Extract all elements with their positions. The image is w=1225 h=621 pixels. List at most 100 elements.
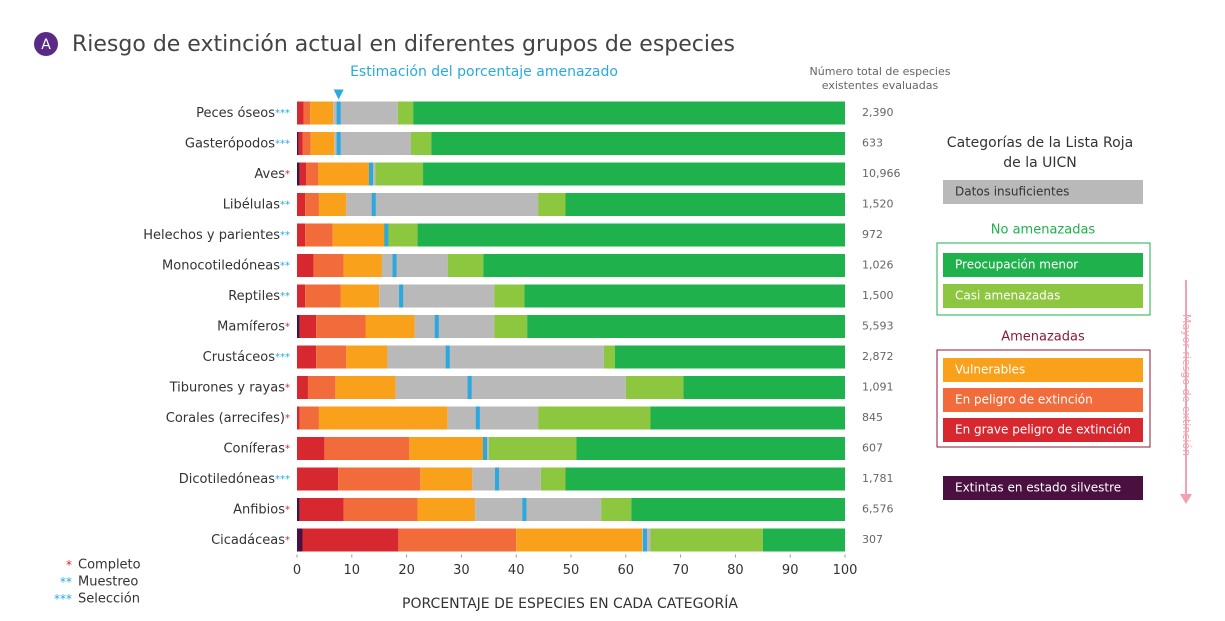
- bar-segment: [300, 498, 344, 521]
- totals-title: existentes evaluadas: [822, 79, 939, 92]
- bar-segment: [375, 163, 423, 186]
- category-mark: **: [280, 291, 290, 302]
- note-mark: ***: [54, 592, 72, 606]
- bar-segment: [324, 437, 409, 460]
- category-mark: *: [285, 535, 290, 546]
- category-mark: **: [280, 200, 290, 211]
- bar-segment: [516, 529, 642, 552]
- estimate-marker: [384, 224, 388, 247]
- bar-segment: [297, 437, 324, 460]
- bar-segment: [379, 285, 494, 308]
- category-label: Mamíferos*: [217, 319, 290, 334]
- x-tick-label: 70: [672, 563, 689, 578]
- total-label: 2,390: [862, 106, 894, 119]
- bar-segment: [300, 407, 319, 430]
- note-label: Selección: [78, 592, 140, 607]
- total-label: 607: [862, 442, 883, 455]
- estimate-marker: [446, 346, 450, 369]
- category-label: Crustáceos***: [203, 350, 290, 365]
- bar-segment: [318, 163, 371, 186]
- bar-segment: [366, 315, 415, 338]
- total-label: 1,091: [862, 381, 894, 394]
- bar-segment: [541, 468, 566, 491]
- estimate-marker: [643, 529, 647, 552]
- bar-segment: [311, 132, 335, 155]
- bar-segment: [346, 346, 387, 369]
- bar-segment: [297, 468, 338, 491]
- estimate-marker: [483, 437, 487, 460]
- legend-label: Preocupación menor: [955, 258, 1078, 272]
- x-tick-label: 20: [398, 563, 415, 578]
- bar-segment: [300, 315, 316, 338]
- bar-segment: [431, 132, 845, 155]
- note: ***: [54, 592, 72, 606]
- bar-segment: [626, 376, 684, 399]
- legend-label: En grave peligro de extinción: [955, 423, 1131, 437]
- x-tick-label: 10: [344, 563, 361, 578]
- bar-segment: [297, 163, 300, 186]
- category-mark: *: [285, 444, 290, 455]
- category-mark: *: [285, 383, 290, 394]
- estimate-marker: [468, 376, 472, 399]
- category-mark: *: [285, 169, 290, 180]
- category-label: Corales (arrecifes)*: [166, 411, 290, 426]
- category-mark: ***: [275, 474, 290, 485]
- bar-segment: [341, 285, 379, 308]
- bar-segment: [297, 529, 302, 552]
- bar-segment: [566, 468, 845, 491]
- bar-segment: [306, 163, 318, 186]
- category-mark: **: [280, 261, 290, 272]
- note: **: [60, 575, 72, 589]
- category-name: Mamíferos: [217, 319, 285, 334]
- bar-segment: [604, 346, 615, 369]
- bar-segment: [398, 529, 516, 552]
- bar-segment: [335, 376, 395, 399]
- bar-segment: [310, 102, 333, 125]
- estimate-marker: [399, 285, 403, 308]
- note: *: [66, 558, 72, 572]
- legend-label: Vulnerables: [955, 363, 1025, 377]
- bar-segment: [297, 285, 305, 308]
- category-mark: ***: [275, 108, 290, 119]
- category-label: Peces óseos***: [196, 106, 290, 121]
- category-mark: ***: [275, 352, 290, 363]
- bar-segment: [297, 224, 305, 247]
- total-label: 10,966: [862, 167, 901, 180]
- category-label: Tiburones y rayas*: [169, 380, 290, 395]
- bar-segment: [316, 346, 346, 369]
- category-mark: *: [285, 505, 290, 516]
- bar-segment: [650, 407, 845, 430]
- category-label: Reptiles**: [228, 289, 290, 304]
- category-name: Crustáceos: [203, 350, 276, 365]
- category-label: Coníferas*: [223, 441, 290, 456]
- category-name: Gasterópodos: [185, 136, 275, 151]
- bar-segment: [297, 132, 299, 155]
- category-label: Cicadáceas*: [211, 533, 290, 548]
- total-label: 972: [862, 228, 883, 241]
- bar-segment: [418, 498, 476, 521]
- category-name: Aves: [254, 167, 285, 182]
- total-label: 1,520: [862, 198, 894, 211]
- x-tick-label: 60: [618, 563, 635, 578]
- category-mark: **: [280, 230, 290, 241]
- estimate-marker: [369, 163, 373, 186]
- bar-segment: [313, 254, 343, 277]
- bar-segment: [631, 498, 845, 521]
- bar-segment: [413, 102, 845, 125]
- bar-segment: [305, 285, 341, 308]
- note-mark: **: [60, 575, 72, 589]
- bar-segment: [344, 498, 418, 521]
- total-label: 6,576: [862, 503, 894, 516]
- total-label: 307: [862, 533, 883, 546]
- estimate-marker: [337, 132, 341, 155]
- note-label: Muestreo: [78, 575, 138, 590]
- bar-segment: [494, 315, 527, 338]
- chart: A Riesgo de extinción actual en diferent…: [0, 0, 1225, 617]
- estimate-pointer: [334, 90, 344, 100]
- category-label: Anfibios*: [233, 502, 290, 517]
- legend-group: Amenazadas: [1001, 330, 1085, 345]
- category-label: Helechos y parientes**: [143, 228, 290, 243]
- category-label: Aves*: [254, 167, 290, 182]
- bar-segment: [524, 285, 845, 308]
- bar-segment: [420, 468, 472, 491]
